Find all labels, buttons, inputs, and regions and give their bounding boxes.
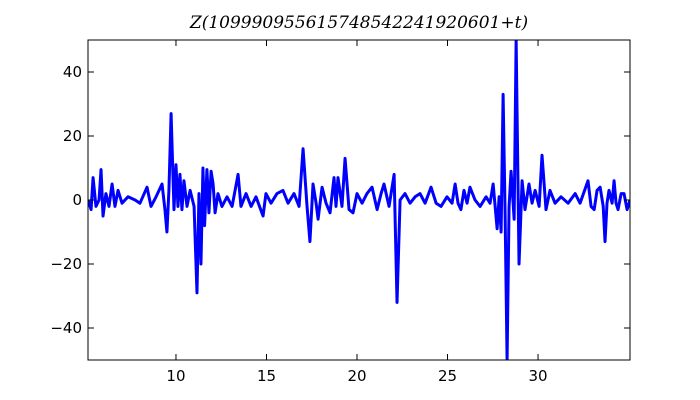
y-tick-label: 20 [63, 127, 82, 145]
x-tick-label: 25 [438, 367, 457, 385]
x-tick-label: 10 [166, 367, 185, 385]
x-tick-label: 15 [257, 367, 276, 385]
y-tick-label: 0 [72, 191, 82, 209]
x-tick-label: 30 [528, 367, 547, 385]
y-tick-label: 40 [63, 63, 82, 81]
y-tick-label: −20 [50, 255, 82, 273]
y-tick-label: −40 [50, 319, 82, 337]
x-tick-label: 20 [347, 367, 366, 385]
data-line [88, 40, 630, 360]
plot-area [88, 40, 630, 360]
chart-title: Z(109990955615748542241920601+t) [189, 13, 528, 33]
